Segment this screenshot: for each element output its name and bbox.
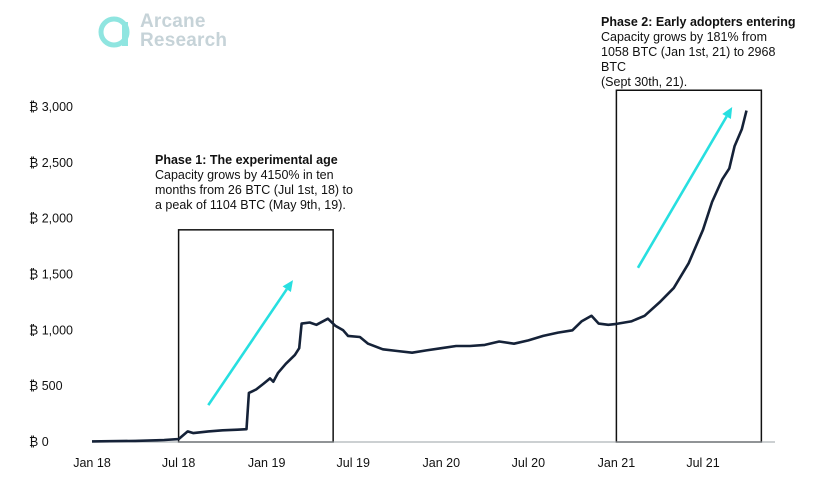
phase1-line3: a peak of 1104 BTC (May 9th, 19). [155,198,346,212]
x-tick-label: Jul 20 [512,456,545,470]
x-tick-label: Jan 19 [248,456,286,470]
x-axis-ticks: Jan 18 Jul 18 Jan 19 Jul 19 Jan 20 Jul 20 Jan … [73,456,719,470]
trend-arrow-2-shaft [636,115,728,269]
x-tick-label: Jan 21 [598,456,636,470]
y-tick-label: ₿ 1,000 [29,323,73,337]
capacity-series-line [91,110,748,443]
brand-name: Arcane Research [140,12,227,50]
trend-arrow-1-head [282,280,293,292]
phase1-heading: Phase 1: The experimental age [155,153,338,167]
y-tick-label: ₿ 2,500 [29,156,73,170]
y-axis-ticks: ₿ 0 ₿ 500 ₿ 1,000 ₿ 1,500 ₿ 2,000 ₿ 2,500 ₿ 3,… [29,100,73,449]
phase1-annotation: Phase 1: The experimental age Capacity g… [155,153,370,213]
phase2-annotation: Phase 2: Early adopters entering Capacit… [601,15,801,90]
x-tick-label: Jul 19 [337,456,370,470]
phase2-line2: 1058 BTC (Jan 1st, 21) to 2968 BTC [601,45,776,74]
trend-arrow-2-head [722,107,733,119]
x-tick-label: Jan 20 [423,456,461,470]
y-tick-label: ₿ 1,500 [29,268,73,282]
x-tick-label: Jan 18 [73,456,111,470]
trend-arrows [207,107,733,406]
highlight-boxes [177,89,763,443]
brand-logo: Arcane Research [98,12,238,52]
phase2-heading: Phase 2: Early adopters entering [601,15,796,29]
brand-name-line1: Arcane [140,11,206,32]
phase2-line1: Capacity grows by 181% from [601,30,768,44]
x-tick-label: Jul 18 [162,456,195,470]
phase1-line2: months from 26 BTC (Jul 1st, 18) to [155,183,353,197]
brand-name-line2: Research [140,30,228,51]
trend-arrow-1-shaft [207,288,288,406]
arcane-logo-icon [98,16,130,48]
y-tick-label: ₿ 0 [29,435,49,449]
y-tick-label: ₿ 2,000 [29,212,73,226]
x-tick-label: Jul 21 [686,456,719,470]
y-tick-label: ₿ 3,000 [29,100,73,114]
phase2-line3: (Sept 30th, 21). [601,75,688,89]
phase1-line1: Capacity grows by 4150% in ten [155,168,334,182]
y-tick-label: ₿ 500 [29,379,63,393]
series-group [91,110,748,443]
